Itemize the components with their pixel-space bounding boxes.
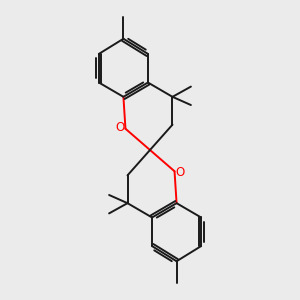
Text: O: O — [116, 121, 125, 134]
Text: O: O — [175, 166, 184, 179]
